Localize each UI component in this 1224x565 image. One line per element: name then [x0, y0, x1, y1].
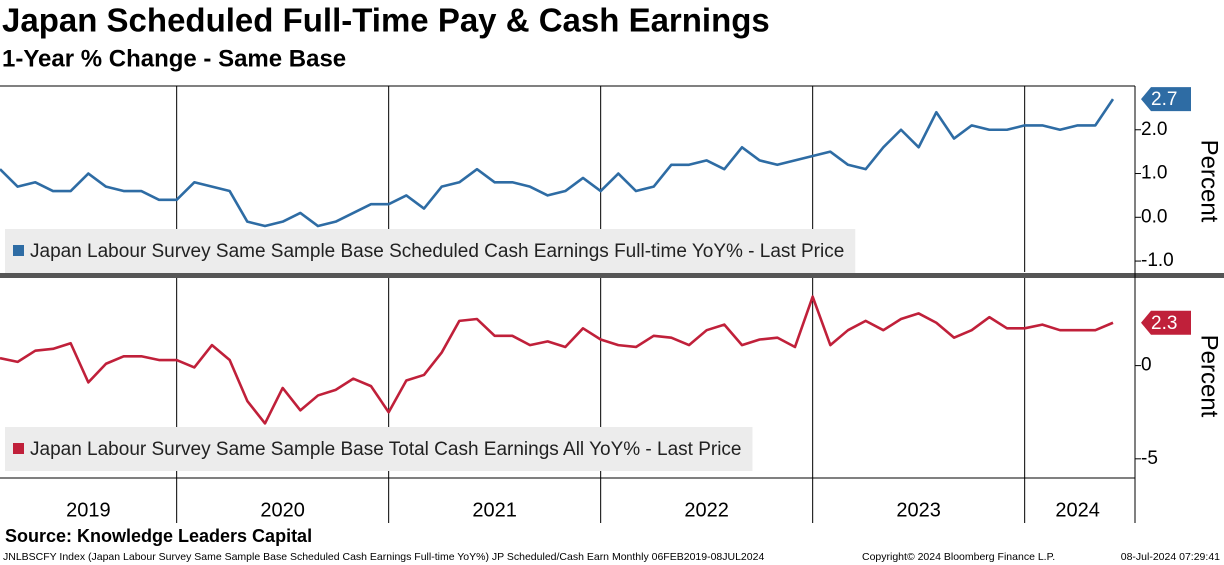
y-tick-label: 1.0	[1141, 163, 1167, 184]
panel-separator	[0, 273, 1224, 278]
y-tick-label: -5	[1141, 448, 1158, 469]
y-tick-label: -1.0	[1141, 250, 1174, 271]
legend-box	[5, 229, 856, 273]
x-tick-label: 2021	[472, 499, 517, 521]
footer-left: JNLBSCFY Index (Japan Labour Survey Same…	[3, 551, 764, 563]
last-price-label: 2.7	[1151, 89, 1177, 110]
source: Source: Knowledge Leaders Capital	[5, 526, 312, 546]
legend-label: Japan Labour Survey Same Sample Base Tot…	[30, 439, 742, 460]
y-tick-label: 2.0	[1141, 119, 1167, 140]
data-line	[0, 98, 1115, 228]
y-axis-label: Percent	[1196, 140, 1223, 223]
data-line	[0, 295, 1114, 425]
footer-copyright: Copyright© 2024 Bloomberg Finance L.P.	[862, 551, 1055, 563]
legend-swatch	[13, 443, 24, 454]
x-tick-label: 2023	[896, 499, 941, 521]
y-tick-label: 0	[1141, 355, 1152, 376]
y-tick-label: 0.0	[1141, 206, 1167, 227]
legend-label: Japan Labour Survey Same Sample Base Sch…	[30, 241, 844, 262]
x-tick-label: 2019	[66, 499, 111, 521]
x-tick-label: 2020	[260, 499, 305, 521]
legend-swatch	[13, 245, 24, 256]
y-axis-label: Percent	[1196, 335, 1223, 418]
chart-title: Japan Scheduled Full-Time Pay & Cash Ear…	[2, 2, 770, 39]
x-tick-label: 2024	[1055, 499, 1100, 521]
last-price-label: 2.3	[1151, 313, 1177, 334]
chart-subtitle: 1-Year % Change - Same Base	[2, 45, 346, 72]
legend-box	[5, 427, 753, 471]
last-price-tag	[1141, 87, 1191, 112]
x-tick-label: 2022	[684, 499, 729, 521]
last-price-tag	[1141, 310, 1191, 335]
footer-date: 08-Jul-2024 07:29:41	[1121, 551, 1220, 563]
